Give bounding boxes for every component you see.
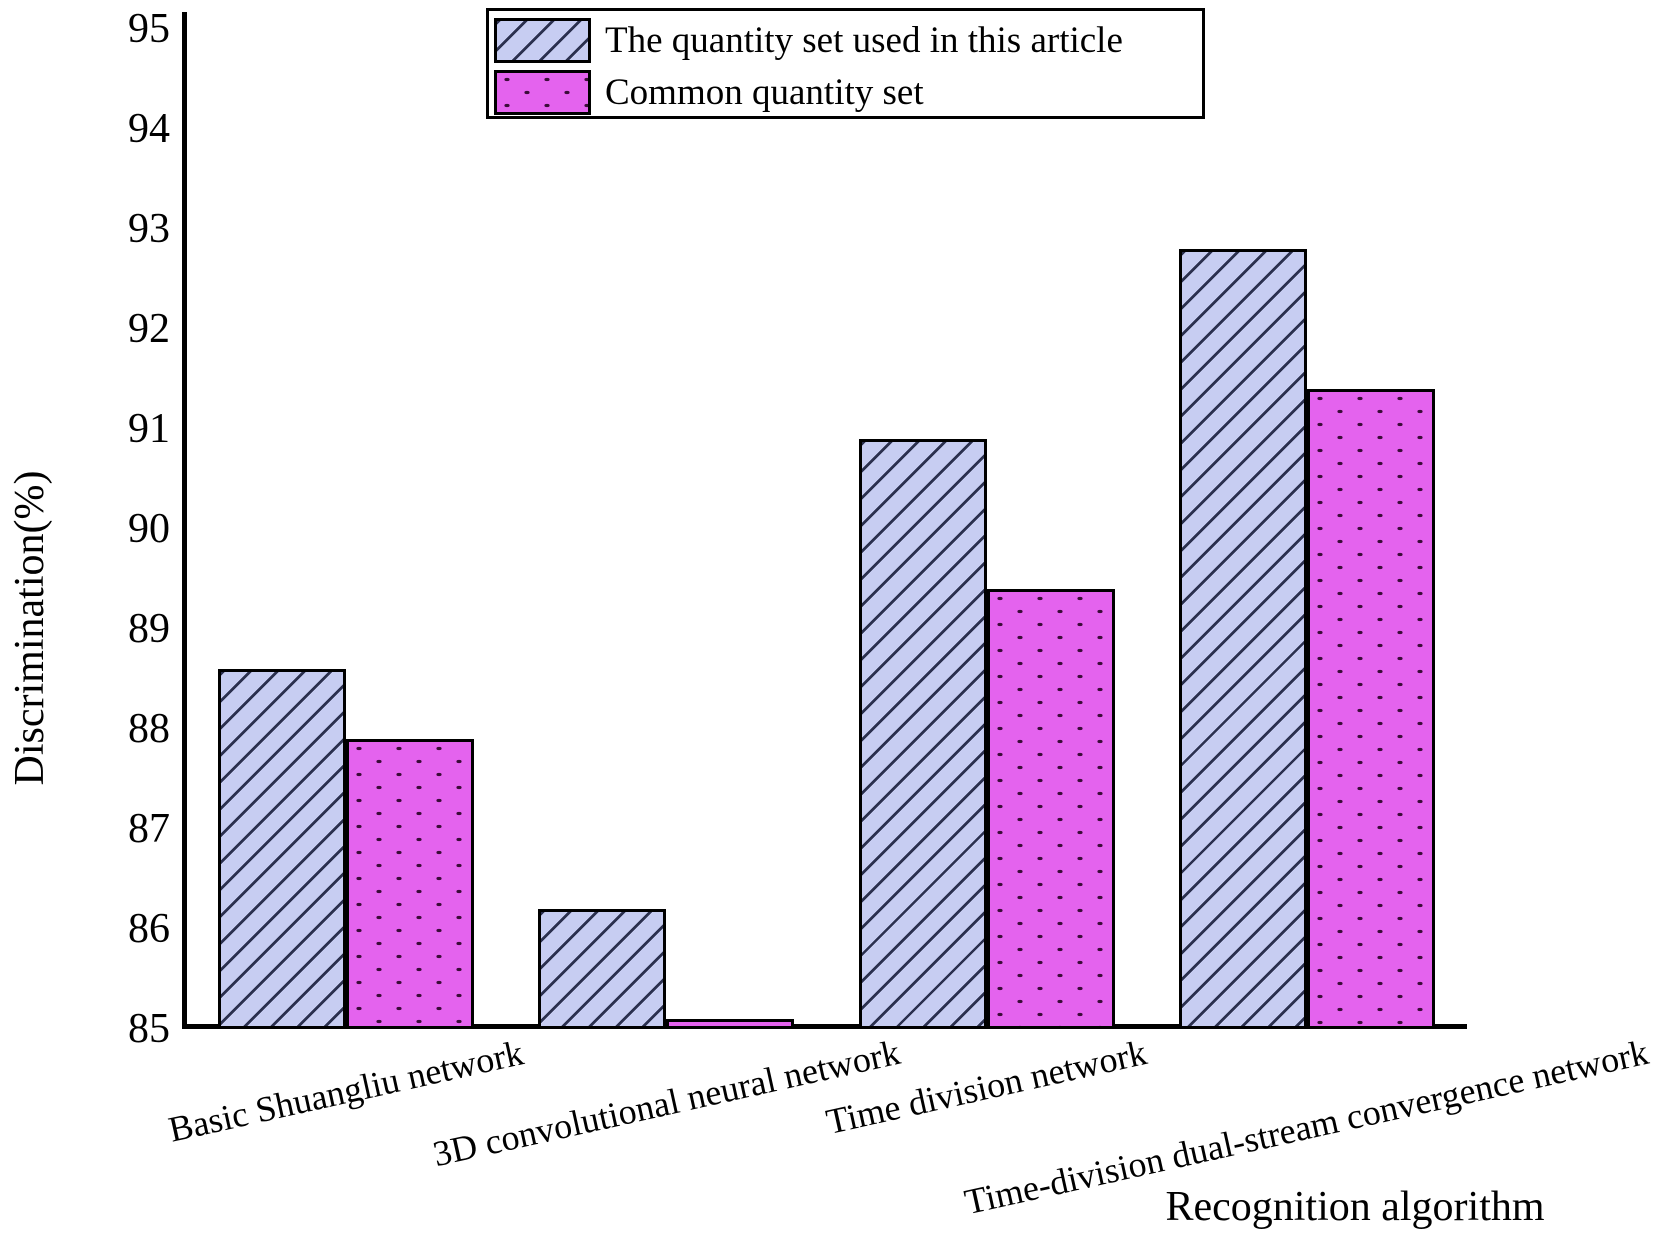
legend-entry-series1: The quantity set used in this article [494, 15, 1202, 66]
legend-label-series1: The quantity set used in this article [605, 20, 1123, 61]
y-tick-label: 92 [128, 306, 170, 352]
legend-swatch-hatched [494, 18, 591, 63]
y-tick-label: 93 [128, 206, 170, 252]
bar-s1-c1 [218, 669, 346, 1029]
y-axis-line [182, 12, 187, 1029]
legend-entry-series2: Common quantity set [494, 67, 1202, 118]
bar-s2-c4 [1306, 389, 1435, 1029]
y-tick-label: 90 [128, 506, 170, 552]
y-tick-label: 94 [128, 106, 170, 152]
legend: The quantity set used in this article Co… [486, 8, 1205, 119]
bar-s1-c2 [538, 909, 667, 1029]
bar-s2-c1 [346, 739, 474, 1029]
plot-area [186, 28, 1467, 1029]
legend-label-series2: Common quantity set [605, 72, 924, 113]
y-tick-label: 86 [128, 906, 170, 952]
x-axis-line [182, 1024, 1467, 1029]
y-axis-title: Discrimination(%) [7, 470, 53, 786]
x-axis-title: Recognition algorithm [1165, 1184, 1545, 1230]
y-tick-label: 91 [128, 406, 170, 452]
bar-s1-c3 [858, 439, 987, 1029]
y-tick-label: 89 [128, 606, 170, 652]
y-tick-label: 87 [128, 806, 170, 852]
bar-s2-c3 [986, 589, 1115, 1029]
bar-s1-c4 [1178, 249, 1307, 1029]
legend-swatch-dotted [494, 70, 591, 115]
bar-s2-c2 [666, 1019, 795, 1029]
y-tick-label: 85 [128, 1006, 170, 1052]
y-tick-label: 95 [128, 6, 170, 52]
y-tick-label: 88 [128, 706, 170, 752]
